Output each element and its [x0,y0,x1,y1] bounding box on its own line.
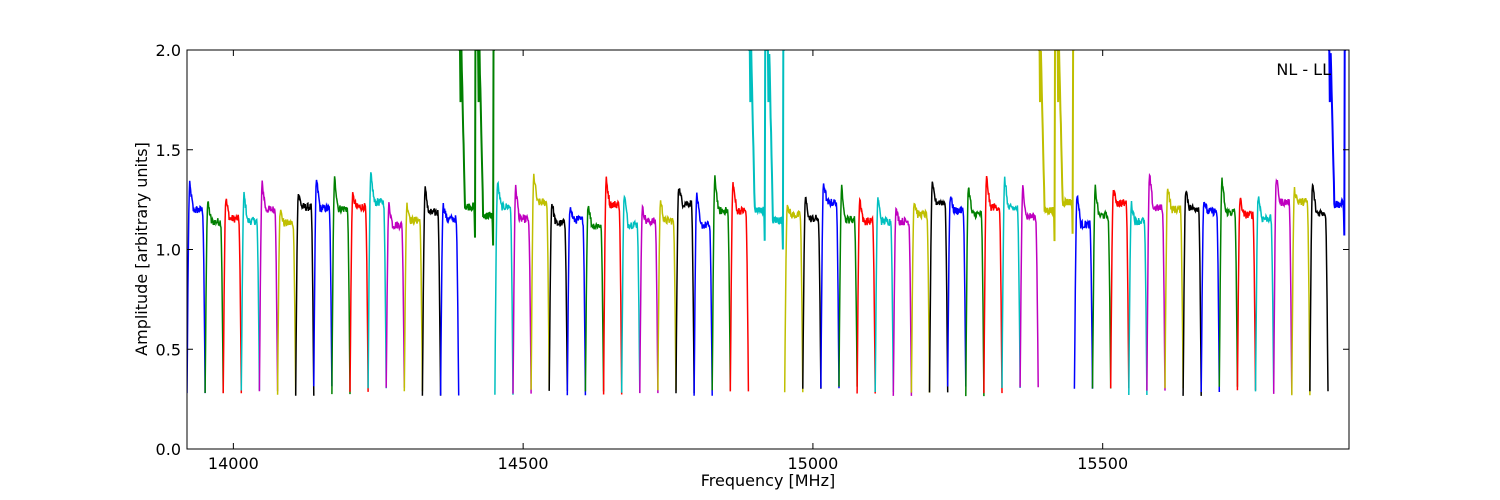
channel-trace [476,50,495,246]
x-tick-label: 14500 [498,454,549,473]
x-tick-label: 15500 [1077,454,1128,473]
y-tick-label: 2.0 [156,41,181,60]
channel-trace [403,202,424,392]
channel-trace [187,180,206,394]
channel-trace [928,181,949,393]
channel-trace [1019,185,1039,388]
series-layer [187,50,1347,397]
y-tick-label: 0.5 [156,340,181,359]
channel-trace [983,175,1003,394]
channel-trace [711,175,732,391]
x-axis: 14000 14500 15000 15500 [208,50,1128,473]
channel-trace [802,196,822,389]
x-tick-label: 15000 [787,454,838,473]
channel-trace [258,180,279,392]
channel-trace [1272,178,1293,394]
channel-trace [1128,200,1148,396]
channel-trace [1236,197,1257,391]
channel-trace [512,184,532,394]
channel-trace [1200,201,1221,393]
channel-trace [1328,50,1347,236]
channel-trace [367,172,387,389]
channel-trace [1182,190,1202,396]
channel-trace [729,182,750,392]
channel-trace [1254,196,1275,392]
chart-annotation: NL - LL [1276,60,1331,79]
channel-trace [204,201,224,394]
channel-trace [240,191,261,391]
channel-trace [639,203,659,394]
x-axis-label: Frequency [MHz] [701,471,835,490]
channel-trace [1164,188,1184,389]
channel-trace [1073,194,1094,389]
channel-trace [874,197,895,393]
channel-trace [385,202,406,388]
channel-trace [892,206,913,396]
channel-trace [1218,177,1239,387]
channel-trace [313,179,333,387]
channel-trace [222,198,243,394]
channel-trace [548,203,569,391]
channel-trace [910,202,931,393]
channel-trace [965,187,985,397]
channel-trace [349,191,369,392]
channel-trace [602,176,623,395]
y-tick-label: 1.0 [156,241,181,260]
channel-trace [276,209,297,395]
channel-trace [1109,189,1130,389]
channel-trace [421,186,442,396]
channel-trace [331,176,351,395]
y-tick-label: 1.5 [156,141,181,160]
channel-trace [1056,50,1075,234]
channel-trace [1309,182,1329,392]
channel-trace [584,205,605,392]
channel-trace [820,183,840,389]
channel-trace [693,192,713,396]
channel-trace [748,50,767,241]
channel-trace [458,50,477,238]
channel-trace [1001,176,1021,389]
channel-trace [1291,187,1311,396]
channel-trace [838,184,858,387]
plot-frame [186,49,1350,450]
channel-trace [675,188,695,394]
channel-trace [494,180,514,395]
channel-trace [439,202,460,396]
channel-trace [856,196,876,394]
channel-trace [946,196,967,387]
channel-trace [657,200,677,391]
channel-trace [783,204,804,393]
y-axis: 0.0 0.5 1.0 1.5 2.0 [156,41,1349,459]
channel-trace [766,50,785,250]
y-tick-label: 0.0 [156,440,181,459]
channel-trace [1146,172,1166,391]
channel-trace [620,194,641,393]
channel-trace [1091,184,1112,389]
channel-trace [1038,50,1057,242]
channel-trace [294,193,315,396]
channel-trace [566,207,587,396]
x-tick-label: 14000 [208,454,259,473]
y-axis-label: Amplitude [arbitrary units] [132,142,151,356]
channel-trace [530,173,550,390]
